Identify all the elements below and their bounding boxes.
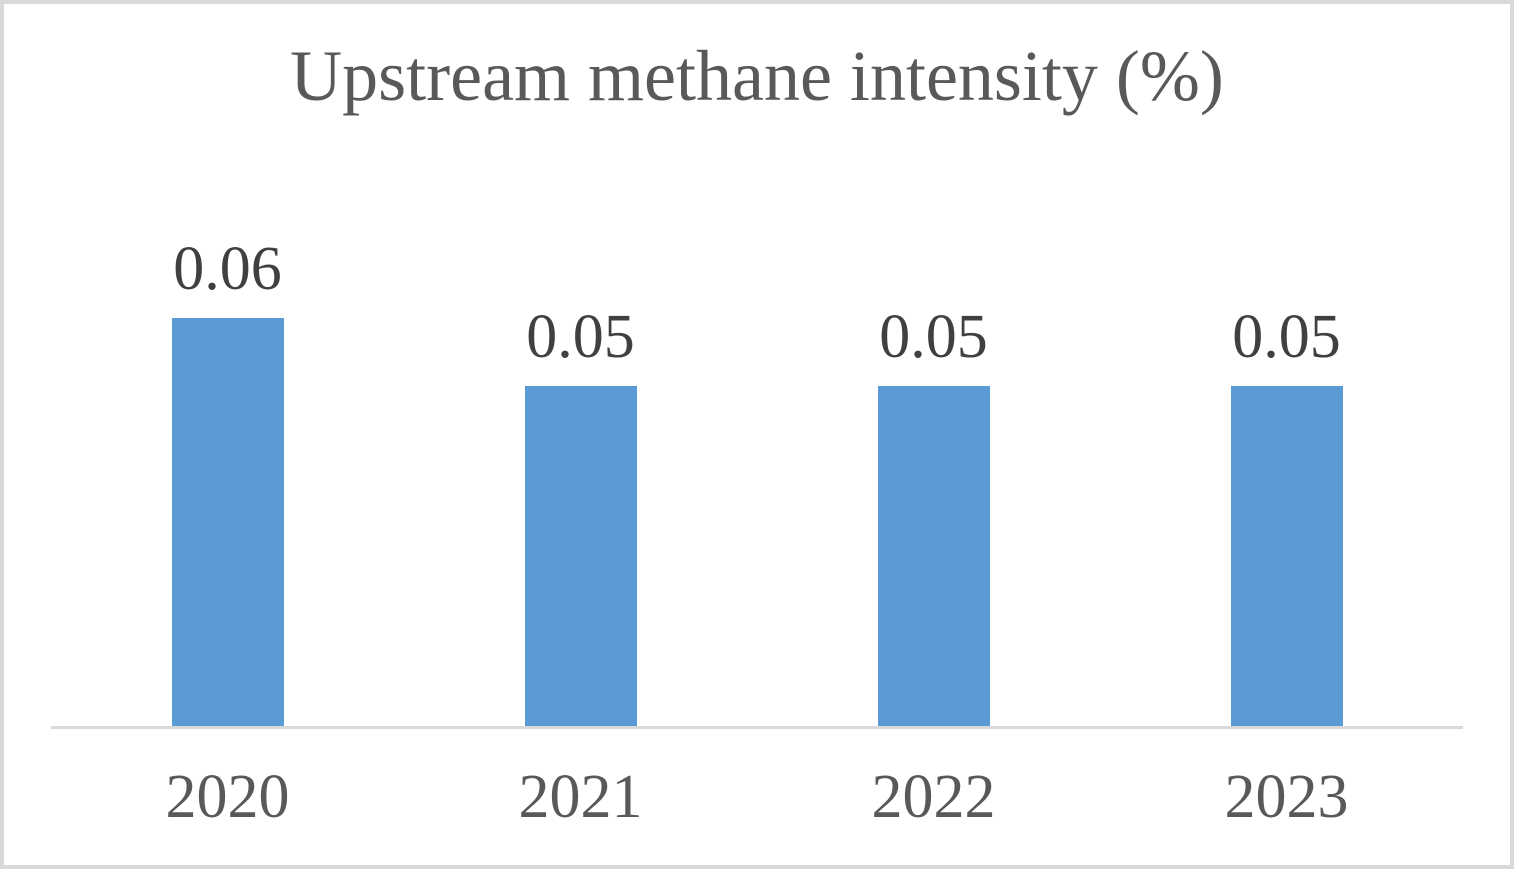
plot-area: 0.06 0.05 0.05 0.05: [51, 4, 1463, 727]
bar-value-label: 0.06: [173, 235, 282, 303]
x-axis-tick-label: 2022: [871, 763, 996, 831]
x-axis-labels: 2020 2021 2022 2023: [51, 766, 1463, 846]
bar-value-label: 0.05: [526, 303, 635, 371]
bar-2020: [171, 318, 284, 727]
bar-2021: [524, 386, 637, 727]
x-axis-tick-label: 2020: [165, 763, 290, 831]
x-axis-tick-label: 2023: [1224, 763, 1349, 831]
chart-title: Upstream methane intensity (%): [290, 36, 1224, 116]
x-axis-tick-label: 2021: [518, 763, 643, 831]
x-axis-line: [51, 726, 1463, 729]
bar-2023: [1230, 386, 1343, 727]
bar-value-label: 0.05: [1232, 303, 1341, 371]
bar-2022: [877, 386, 990, 727]
bar-value-label: 0.05: [879, 303, 988, 371]
